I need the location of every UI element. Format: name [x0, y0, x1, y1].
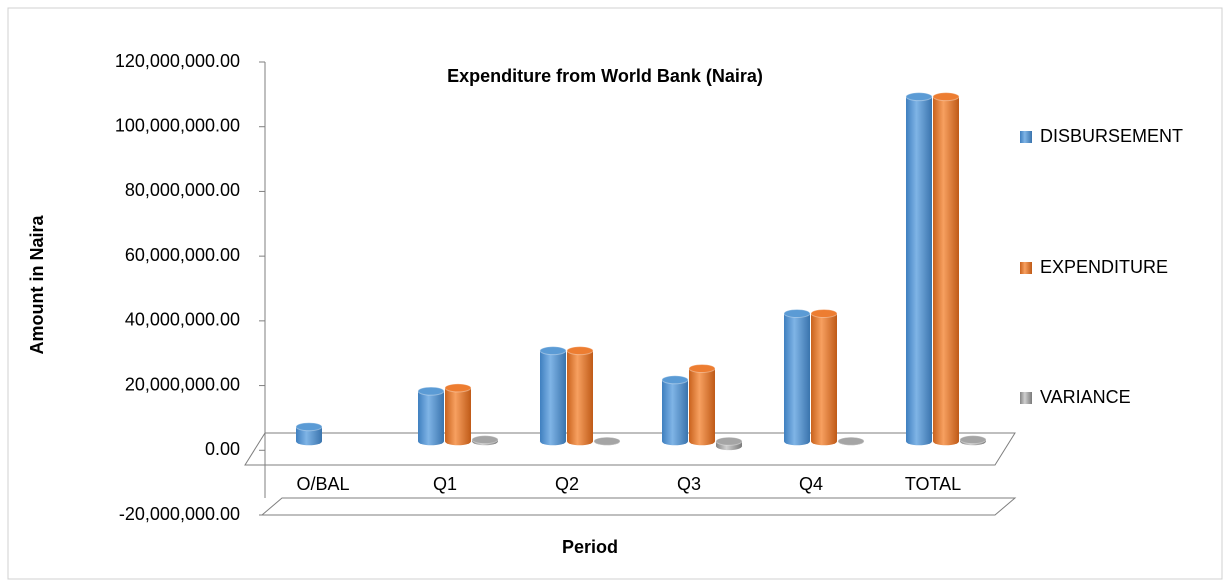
y-tick-label: 60,000,000.00: [125, 245, 240, 265]
cylinder: [932, 92, 960, 446]
cylinder: [593, 436, 621, 446]
chart-title: Expenditure from World Bank (Naira): [447, 66, 763, 86]
bar: [689, 368, 715, 442]
legend-label: DISBURSEMENT: [1040, 126, 1183, 146]
y-tick-label: 120,000,000.00: [115, 51, 240, 71]
x-tick-label: Q1: [433, 474, 457, 494]
cylinder: [905, 92, 933, 446]
cylinder-top: [837, 436, 865, 446]
cylinder-top: [661, 375, 689, 385]
cylinder-top: [593, 436, 621, 446]
cylinder-top: [783, 308, 811, 318]
x-tick-label: Q3: [677, 474, 701, 494]
chart-frame: [7, 7, 1223, 580]
cylinder-top: [471, 435, 499, 445]
legend-label: EXPENDITURE: [1040, 257, 1168, 277]
zero-plane: [244, 432, 1016, 466]
y-tick-label: 0.00: [205, 439, 240, 459]
x-tick-label: TOTAL: [905, 474, 961, 494]
cylinder: [715, 436, 743, 451]
cylinder: [566, 346, 594, 446]
cylinder-top: [688, 363, 716, 373]
legend-swatch: [1020, 262, 1032, 274]
cylinder-top: [932, 92, 960, 102]
bar: [784, 313, 810, 442]
cylinder: [688, 363, 716, 446]
cylinder: [661, 375, 689, 446]
cylinder: [810, 308, 838, 446]
x-tick-label: O/BAL: [296, 474, 349, 494]
y-tick-label: 80,000,000.00: [125, 180, 240, 200]
legend-label: VARIANCE: [1040, 387, 1131, 407]
bar: [906, 96, 932, 442]
bar: [662, 379, 688, 442]
cylinder-top: [417, 386, 445, 396]
y-axis-label: Amount in Naira: [27, 215, 47, 355]
floor: [260, 497, 1017, 516]
cylinder-top: [295, 422, 323, 432]
cylinder-top: [444, 383, 472, 393]
y-tick-label: 100,000,000.00: [115, 115, 240, 135]
cylinder-top: [715, 436, 743, 446]
cylinder: [295, 422, 323, 446]
cylinder: [837, 436, 865, 446]
y-tick-label: 40,000,000.00: [125, 310, 240, 330]
cylinder: [444, 383, 472, 446]
bar: [540, 350, 566, 442]
cylinder: [539, 346, 567, 446]
x-axis-label: Period: [562, 537, 618, 557]
cylinder: [959, 435, 987, 446]
cylinder-top: [539, 346, 567, 356]
x-tick-label: Q2: [555, 474, 579, 494]
bar: [933, 96, 959, 442]
cylinder: [783, 308, 811, 446]
legend-swatch: [1020, 392, 1032, 404]
y-tick-label: -20,000,000.00: [119, 504, 240, 524]
bar: [445, 387, 471, 442]
cylinder: [471, 435, 499, 446]
cylinder-top: [566, 346, 594, 356]
y-tick-label: 20,000,000.00: [125, 374, 240, 394]
bar: [811, 313, 837, 442]
legend-swatch: [1020, 131, 1032, 143]
cylinder: [417, 386, 445, 446]
cylinder-top: [810, 308, 838, 318]
x-tick-label: Q4: [799, 474, 823, 494]
cylinder-top: [905, 92, 933, 102]
bar: [296, 426, 322, 442]
bar: [418, 391, 444, 442]
bar: [567, 350, 593, 442]
cylinder-top: [959, 435, 987, 445]
